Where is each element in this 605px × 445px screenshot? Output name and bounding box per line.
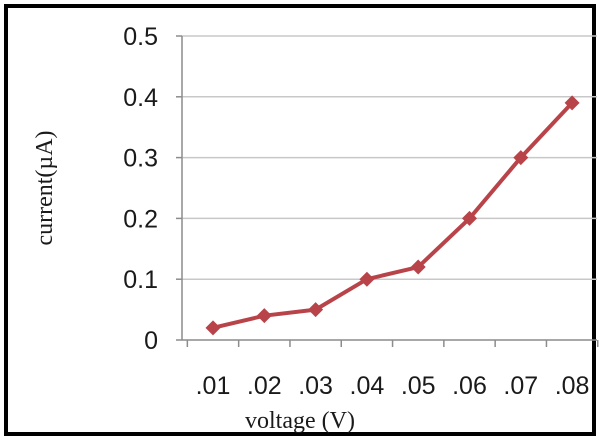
chart-frame [4, 4, 596, 436]
y-tick-label: 0 [144, 327, 158, 355]
x-tick-label: .04 [350, 372, 385, 400]
x-tick-label: .03 [298, 372, 333, 400]
x-tick-label: .02 [247, 372, 282, 400]
y-tick-label: 0.4 [123, 84, 158, 112]
y-tick-label: 0.1 [123, 266, 158, 294]
x-tick-label: .08 [555, 372, 590, 400]
x-axis-ticks: .01 .02 .03 .04 .05 .06 .07 .08 [196, 372, 590, 400]
series-line [212, 101, 574, 330]
data-point-marker [513, 150, 529, 166]
data-point-marker [564, 95, 580, 111]
series-layer [205, 95, 580, 336]
x-tick-label: .06 [452, 372, 487, 400]
y-tick-label: 0.2 [123, 205, 158, 233]
y-tick-label: 0.5 [123, 23, 158, 51]
data-point-marker [359, 271, 375, 287]
y-axis-ticks: 0 0.1 0.2 0.3 0.4 0.5 [123, 23, 158, 355]
y-tick-label: 0.3 [123, 145, 158, 173]
x-tick-label: .01 [196, 372, 231, 400]
y-axis-title: current(µA) [32, 130, 58, 245]
data-point-marker [410, 259, 426, 275]
data-point-marker [205, 320, 221, 336]
gridlines [176, 35, 599, 347]
data-point-marker [462, 210, 477, 226]
x-tick-label: .07 [503, 372, 538, 400]
data-point-marker [256, 308, 272, 324]
data-point-marker [308, 302, 324, 318]
x-tick-label: .05 [401, 372, 436, 400]
x-axis-title: voltage (V) [245, 408, 355, 434]
